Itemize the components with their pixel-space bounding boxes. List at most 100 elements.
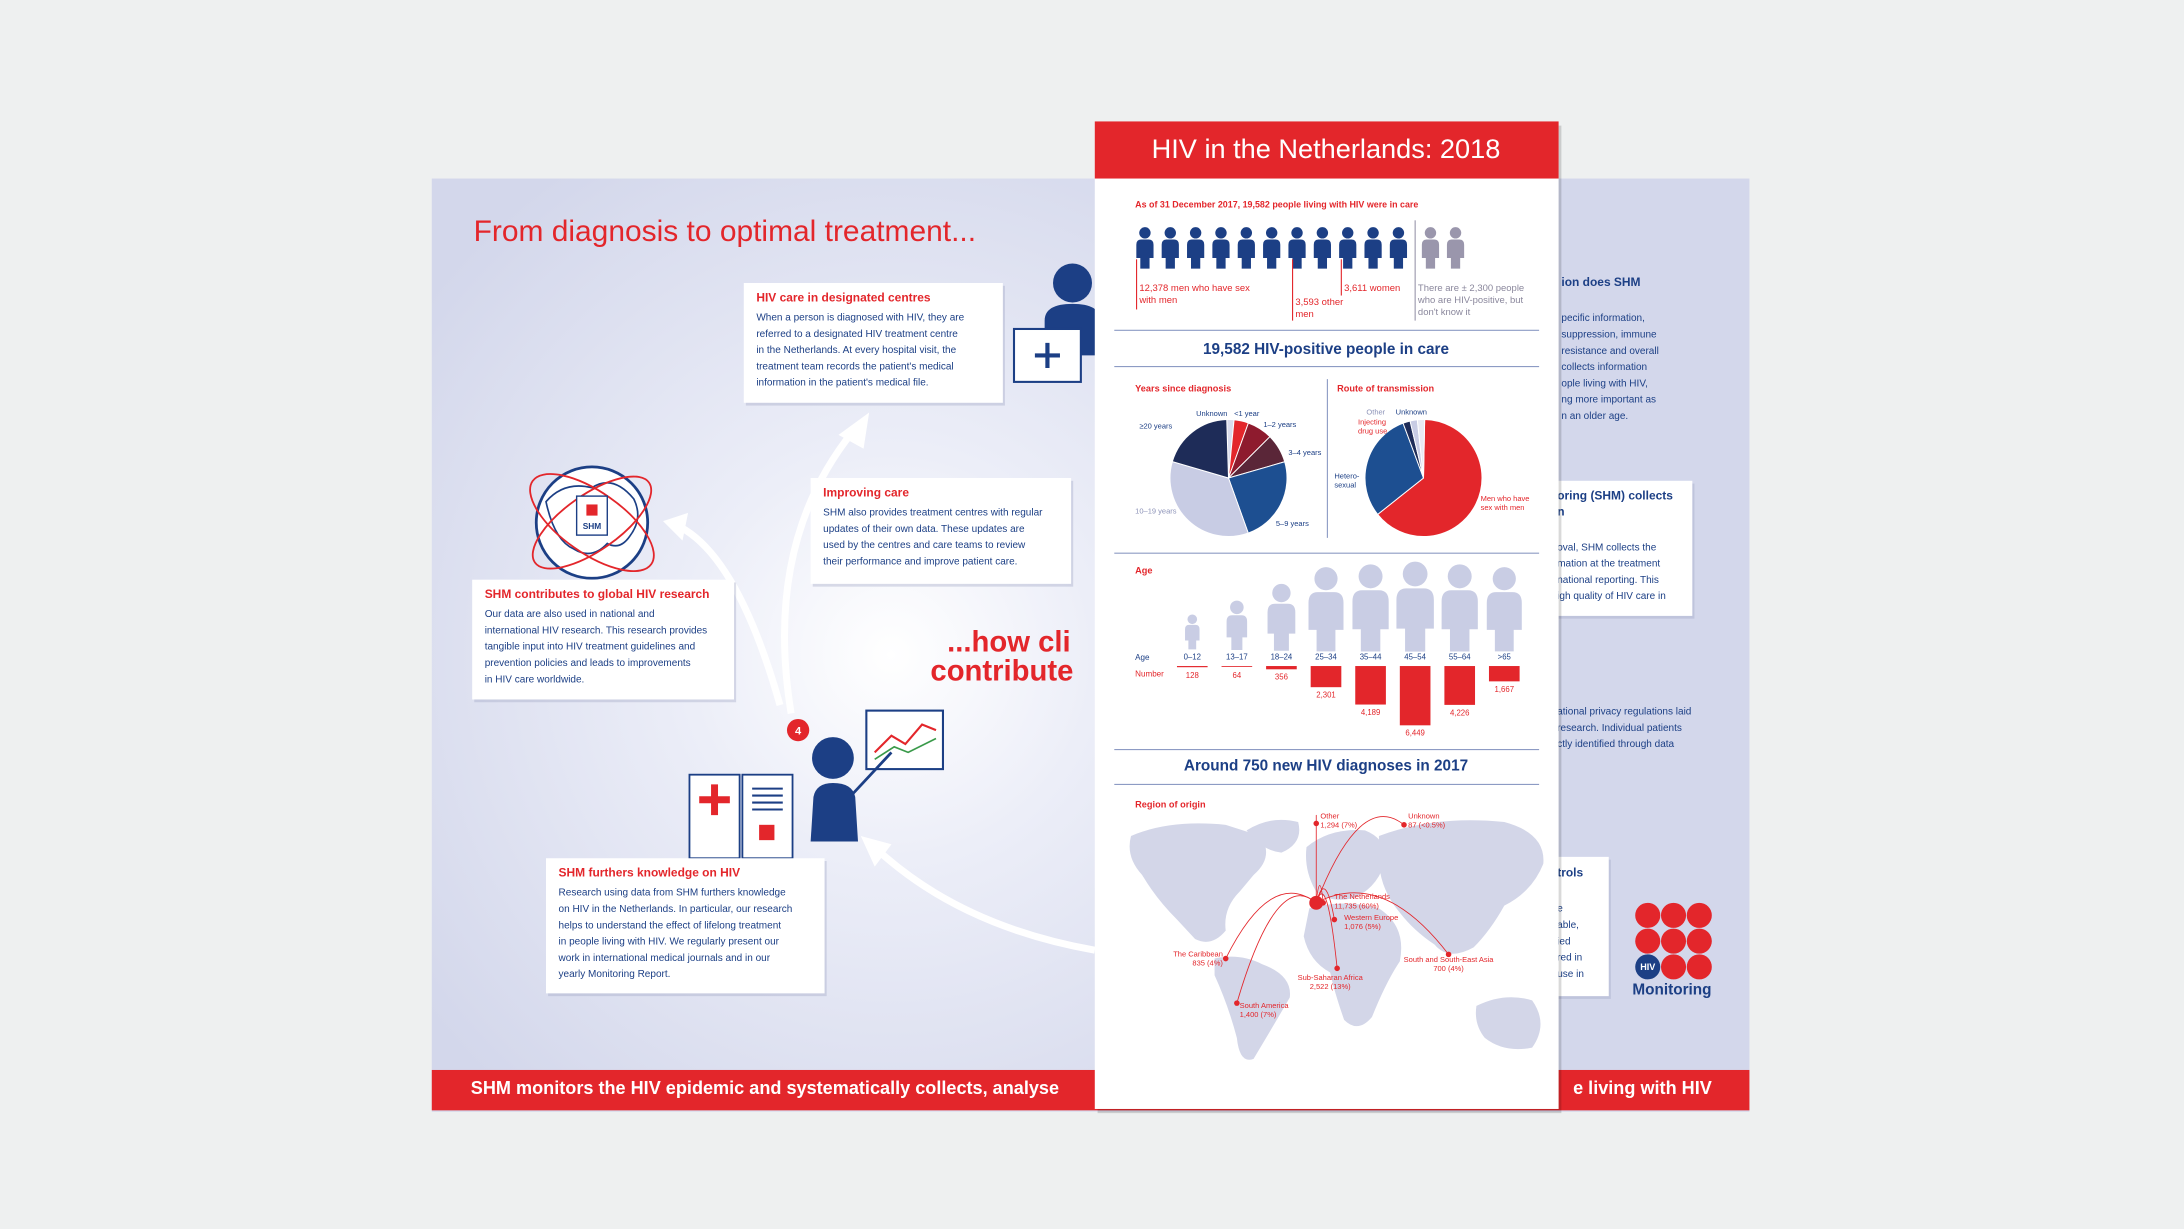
people-label: 3,593 other [1295, 297, 1343, 308]
age-group: 35–44 [1360, 653, 1382, 662]
section-heading: ...how cli [947, 626, 1071, 658]
body [1237, 239, 1255, 269]
step-number: 4 [795, 725, 802, 737]
body [1185, 624, 1200, 650]
person-icon [1136, 227, 1154, 269]
block-text: in the Netherlands. At every hospital vi… [756, 345, 956, 356]
person-icon [1313, 227, 1331, 269]
fragment-text: ng more important as [1561, 395, 1656, 406]
chart-title: Years since diagnosis [1135, 383, 1231, 393]
doctor-head [1053, 263, 1092, 303]
people-label: with men [1138, 295, 1177, 306]
body [1352, 590, 1389, 652]
pie-label: sex with men [1481, 503, 1525, 512]
logo-name: Monitoring [1632, 982, 1711, 999]
fragment-text: resistance and overall [1561, 346, 1658, 357]
pie-slice [1416, 419, 1426, 479]
region-label: The Caribbean [1173, 949, 1223, 958]
head [1358, 564, 1383, 589]
row-label: Number [1135, 670, 1164, 679]
text-box [546, 858, 825, 994]
logo-dot [1635, 902, 1661, 928]
region-label: Western Europe [1344, 913, 1398, 922]
age-group: 0–12 [1184, 653, 1201, 662]
age-bar [1266, 666, 1297, 670]
age-bar [1176, 666, 1208, 668]
age-value: 356 [1275, 673, 1288, 682]
fragment-text: ople living with HIV, [1561, 378, 1647, 389]
age-silhouette [1185, 614, 1200, 650]
map-land [1303, 903, 1402, 1027]
head [1265, 227, 1278, 239]
age-value: 6,449 [1405, 729, 1425, 738]
body [1441, 590, 1478, 652]
age-group: 18–24 [1271, 653, 1293, 662]
body [1313, 239, 1331, 269]
head [1316, 227, 1329, 239]
person-icon [1389, 227, 1408, 269]
region-label: 1,294 (7%) [1320, 821, 1357, 830]
map-land [1305, 830, 1385, 900]
fragment-text: collects information [1561, 362, 1647, 373]
person-icon [1237, 227, 1255, 269]
text-box [472, 579, 735, 700]
block-text: SHM also provides treatment centres with… [823, 507, 1043, 518]
head [1240, 227, 1253, 239]
age-bar [1399, 666, 1431, 726]
pie-slice [1227, 461, 1288, 534]
block-text: updates of their own data. These updates… [823, 524, 1025, 535]
age-value: 128 [1186, 671, 1199, 680]
body [1308, 592, 1344, 652]
body [1136, 239, 1154, 269]
flow-line [1315, 816, 1405, 903]
fragment-title: trols [1557, 866, 1583, 880]
logo-dot [1660, 902, 1687, 928]
fragment-text: oval, SHM collects the [1557, 542, 1657, 553]
orbit [529, 473, 655, 573]
globe-label: SHM [583, 521, 602, 531]
pie-label: drug use [1358, 426, 1387, 435]
age-bar [1355, 666, 1386, 705]
block-title: SHM furthers knowledge on HIV [559, 866, 741, 880]
block-text: prevention policies and leads to improve… [485, 658, 691, 669]
text-box [743, 283, 1003, 403]
region-label: 835 (4%) [1192, 958, 1223, 967]
head [1492, 567, 1516, 591]
chart-title: Age [1135, 566, 1152, 576]
intro: As of 31 December 2017, 19,582 people li… [1135, 199, 1418, 209]
section-heading: contribute [930, 656, 1073, 688]
region-label: 1,400 (7%) [1240, 1010, 1277, 1019]
map-land [1129, 823, 1267, 942]
block-text: referred to a designated HIV treatment c… [756, 329, 958, 340]
person-icon [1364, 227, 1382, 269]
region-label: 2,522 (13%) [1310, 982, 1351, 991]
age-value: 64 [1233, 671, 1242, 680]
front-header [1094, 121, 1559, 179]
region-label: South America [1240, 1001, 1290, 1010]
fragment-text: n an older age. [1561, 411, 1628, 422]
fragment-text: ied [1557, 936, 1570, 947]
head [1449, 227, 1462, 239]
board-line [873, 723, 937, 754]
head [1367, 227, 1379, 239]
logo-dot [1686, 928, 1712, 954]
head [1189, 227, 1202, 239]
age-bar [1221, 666, 1253, 667]
age-bar [1488, 666, 1520, 682]
logo-dot [1660, 954, 1687, 980]
head [1139, 227, 1151, 239]
section-heading: Around 750 new HIV diagnoses in 2017 [1184, 757, 1468, 774]
pie-slice [1364, 422, 1425, 516]
people-label: 12,378 men who have sex [1139, 283, 1250, 294]
pie-label: Other [1366, 408, 1385, 417]
book-page [741, 773, 794, 860]
people-label: who are HIV-positive, but [1417, 295, 1524, 306]
fragment-title: n [1557, 504, 1564, 518]
book-lines [752, 787, 783, 811]
region-label: The Netherlands [1334, 892, 1390, 901]
flow-line [1316, 892, 1449, 955]
pie-label: 10–19 years [1135, 506, 1177, 515]
age-group: 25–34 [1315, 653, 1337, 662]
fragment-text: ational privacy regulations laid [1557, 707, 1691, 718]
